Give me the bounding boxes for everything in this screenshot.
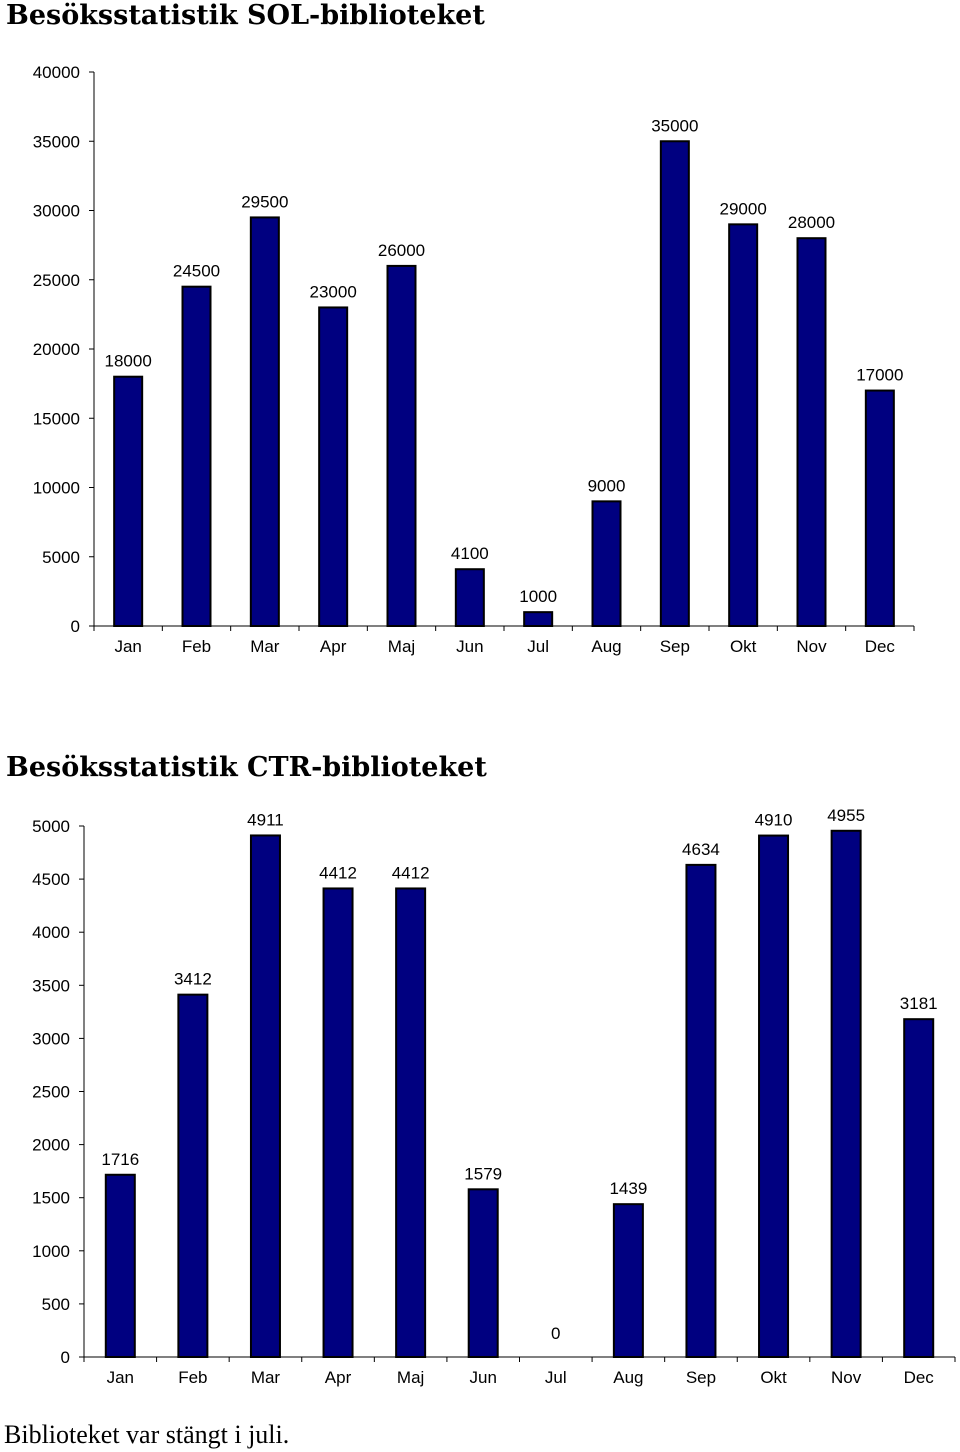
y-tick-label: 2000 xyxy=(32,1136,70,1155)
bar-apr xyxy=(318,306,349,627)
y-tick-label: 5000 xyxy=(42,548,80,567)
sol-bar-chart: 0 5000 10000 15000 20000 25000 30000 35000 40000… xyxy=(33,63,915,656)
x-tick-label: Jan xyxy=(114,637,141,656)
bar-jul xyxy=(523,611,554,628)
y-tick-label: 35000 xyxy=(33,132,80,151)
data-label: 29000 xyxy=(720,199,767,218)
chart-title-ctr: Besöksstatistik CTR-biblioteket xyxy=(6,752,487,783)
y-tick-label: 40000 xyxy=(33,63,80,82)
x-tick-label: Jul xyxy=(527,637,549,656)
y-tick-label: 25000 xyxy=(33,271,80,290)
x-tick-label: Dec xyxy=(904,1368,935,1387)
y-tick-label: 0 xyxy=(61,1348,70,1367)
data-label: 0 xyxy=(551,1324,560,1343)
y-tick-label: 1000 xyxy=(32,1242,70,1261)
bar-dec xyxy=(864,389,895,627)
y-tick-label: 20000 xyxy=(33,340,80,359)
bar-apr xyxy=(322,887,354,1359)
x-tick-label: Apr xyxy=(325,1368,352,1387)
y-tick-label: 1500 xyxy=(32,1189,70,1208)
data-label: 4910 xyxy=(755,811,793,830)
bar-dec xyxy=(903,1018,935,1358)
bar-sep xyxy=(659,140,690,627)
x-tick-label: Aug xyxy=(591,637,621,656)
bar-aug xyxy=(612,1203,644,1359)
y-tick-label: 15000 xyxy=(33,409,80,428)
data-label: 9000 xyxy=(588,476,626,495)
x-tick-label: Apr xyxy=(320,637,347,656)
x-tick-label: Okt xyxy=(760,1368,787,1387)
bar-jan xyxy=(113,375,144,628)
bar-mar xyxy=(249,834,281,1358)
data-label: 35000 xyxy=(651,116,698,135)
chart-title-sol: Besöksstatistik SOL-biblioteket xyxy=(6,0,485,31)
data-label: 4412 xyxy=(319,863,357,882)
bar-maj xyxy=(386,264,417,627)
x-tick-label: Mar xyxy=(250,637,280,656)
bar-feb xyxy=(177,993,209,1359)
x-tick-label: Feb xyxy=(182,637,211,656)
x-tick-label: Maj xyxy=(388,637,415,656)
data-label: 4100 xyxy=(451,544,489,563)
data-label: 29500 xyxy=(241,192,288,211)
y-tick-label: 0 xyxy=(71,617,80,636)
data-label: 17000 xyxy=(856,366,903,385)
bar-okt xyxy=(758,834,790,1358)
y-tick-label: 30000 xyxy=(33,202,80,221)
footnote: Biblioteket var stängt i juli. xyxy=(4,1420,290,1449)
x-tick-label: Okt xyxy=(730,637,757,656)
y-tick-label: 4000 xyxy=(32,923,70,942)
x-tick-label: Sep xyxy=(660,637,690,656)
data-label: 24500 xyxy=(173,262,220,281)
data-label: 28000 xyxy=(788,213,835,232)
y-tick-label: 4500 xyxy=(32,870,70,889)
y-tick-label: 10000 xyxy=(33,479,80,498)
x-tick-label: Dec xyxy=(865,637,896,656)
data-label: 1716 xyxy=(101,1150,139,1169)
bar-jan xyxy=(104,1173,136,1358)
y-tick-label: 500 xyxy=(42,1295,70,1314)
data-label: 1579 xyxy=(464,1164,502,1183)
x-tick-label: Nov xyxy=(796,637,827,656)
data-label: 4412 xyxy=(392,863,430,882)
y-tick-label: 3500 xyxy=(32,976,70,995)
data-label: 3181 xyxy=(900,994,938,1013)
y-tick-label: 5000 xyxy=(32,817,70,836)
x-tick-label: Feb xyxy=(178,1368,207,1387)
bar-feb xyxy=(181,285,212,627)
y-tick-label: 3000 xyxy=(32,1029,70,1048)
data-label: 4911 xyxy=(247,810,284,829)
data-label: 4955 xyxy=(827,806,865,825)
x-tick-label: Nov xyxy=(831,1368,862,1387)
x-tick-label: Maj xyxy=(397,1368,424,1387)
bar-jun xyxy=(467,1188,499,1358)
x-tick-label: Jun xyxy=(456,637,483,656)
bar-aug xyxy=(591,500,622,628)
data-label: 4634 xyxy=(682,840,720,859)
bar-jun xyxy=(454,568,485,628)
bar-okt xyxy=(728,223,759,627)
data-label: 18000 xyxy=(105,352,152,371)
data-label: 23000 xyxy=(310,282,357,301)
ctr-bar-chart: 0 500 1000 1500 2000 2500 3000 3500 4000 4500 5000… xyxy=(32,806,956,1387)
y-tick-label: 2500 xyxy=(32,1083,70,1102)
bar-nov xyxy=(796,237,827,627)
x-tick-label: Jan xyxy=(107,1368,134,1387)
bar-nov xyxy=(830,829,862,1358)
bar-sep xyxy=(685,863,717,1358)
x-tick-label: Sep xyxy=(686,1368,716,1387)
bar-maj xyxy=(395,887,427,1359)
bar-mar xyxy=(249,216,280,628)
x-tick-label: Jun xyxy=(469,1368,496,1387)
x-tick-label: Jul xyxy=(545,1368,567,1387)
data-label: 1439 xyxy=(609,1179,647,1198)
x-tick-label: Mar xyxy=(251,1368,281,1387)
data-label: 3412 xyxy=(174,970,212,989)
data-label: 26000 xyxy=(378,241,425,260)
data-label: 1000 xyxy=(519,587,557,606)
x-tick-label: Aug xyxy=(613,1368,643,1387)
